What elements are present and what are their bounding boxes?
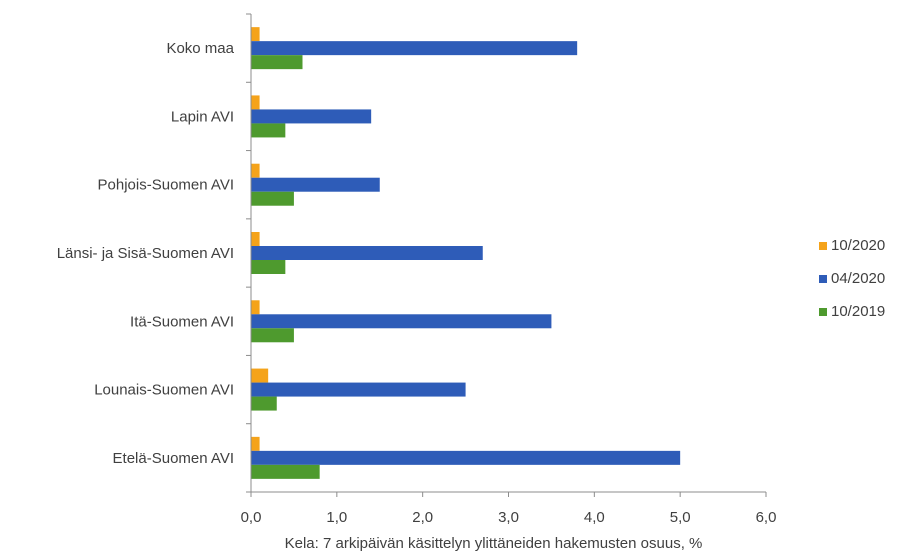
x-axis-title: Kela: 7 arkipäivän käsittelyn ylittäneid… [285, 535, 703, 551]
bar [251, 163, 260, 178]
x-tick-label: 6,0 [756, 509, 777, 526]
bar [251, 232, 260, 246]
bar [251, 95, 260, 110]
legend-swatch [819, 308, 827, 316]
x-tick-label: 4,0 [584, 509, 605, 526]
category-label: Koko maa [166, 40, 234, 57]
bar [251, 123, 286, 138]
category-label: Pohjois-Suomen AVI [98, 177, 234, 194]
legend: 10/2020 04/2020 10/2019 [819, 237, 885, 320]
category-labels: Koko maa Lapin AVI Pohjois-Suomen AVI Länsi… [57, 40, 235, 467]
x-tick-label: 1,0 [326, 509, 347, 526]
x-tick-label: 5,0 [670, 509, 691, 526]
bar [251, 464, 320, 479]
bar [251, 450, 681, 465]
x-axis-ticks: 0,0 1,0 2,0 3,0 4,0 5,0 6,0 [241, 492, 777, 526]
bar [251, 177, 380, 192]
bar [251, 109, 372, 124]
legend-label: 10/2019 [831, 303, 885, 320]
category-label: Länsi- ja Sisä-Suomen AVI [57, 245, 234, 262]
bar [251, 260, 286, 274]
legend-label: 04/2020 [831, 270, 885, 287]
legend-label: 10/2020 [831, 237, 885, 254]
bar [251, 191, 294, 206]
bar [251, 300, 260, 315]
category-label: Itä-Suomen AVI [130, 313, 234, 330]
legend-swatch [819, 275, 827, 283]
x-tick-label: 0,0 [241, 509, 262, 526]
bar [251, 368, 269, 383]
bar [251, 55, 303, 70]
x-tick-label: 2,0 [412, 509, 433, 526]
category-label: Lapin AVI [171, 108, 234, 125]
bar [251, 328, 294, 343]
bar [251, 246, 483, 260]
bar [251, 314, 552, 329]
plot-area [246, 13, 766, 493]
category-label: Etelä-Suomen AVI [113, 450, 234, 467]
bar [251, 41, 578, 56]
x-tick-label: 3,0 [498, 509, 519, 526]
bar [251, 382, 466, 397]
category-label: Lounais-Suomen AVI [94, 382, 234, 399]
legend-swatch [819, 242, 827, 250]
bar [251, 436, 260, 451]
bar [251, 396, 277, 411]
bar [251, 27, 260, 42]
